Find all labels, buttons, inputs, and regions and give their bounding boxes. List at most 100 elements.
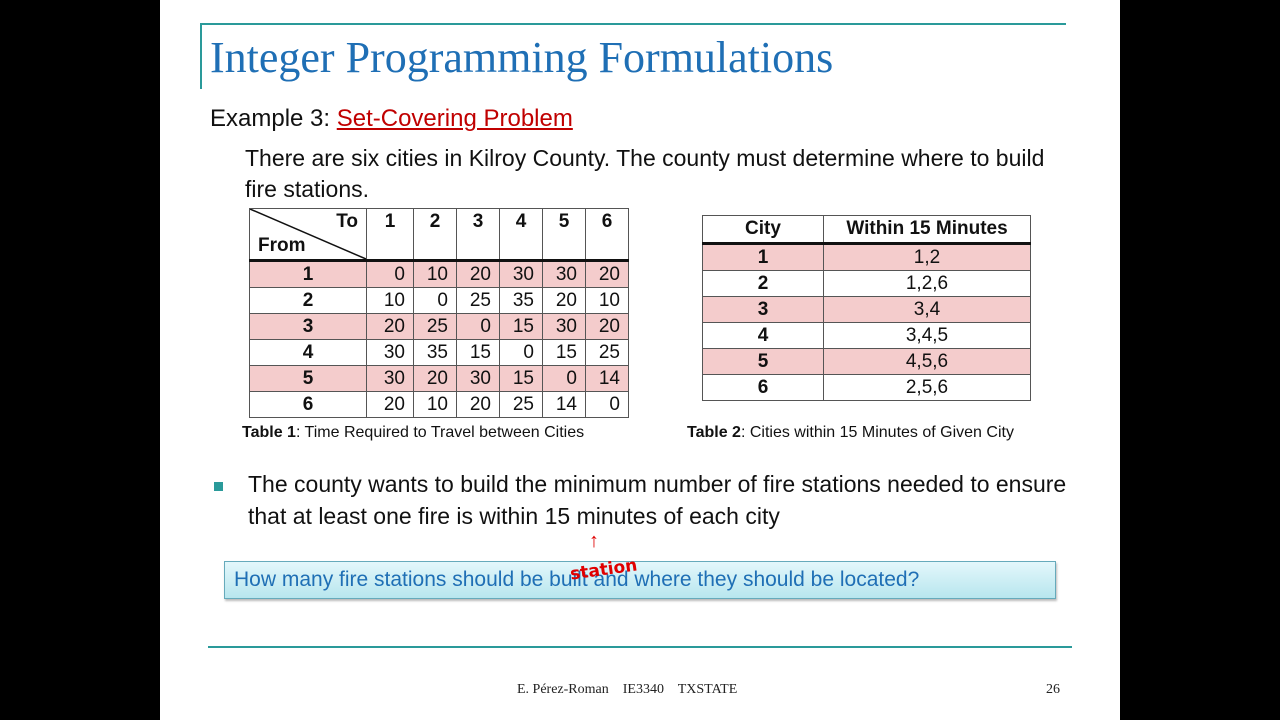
table-cell: 0: [585, 391, 629, 418]
question-text: How many fire stations should be built a…: [234, 568, 920, 591]
row-header: 6: [249, 391, 367, 418]
table-cell: 25: [499, 391, 543, 418]
table-cell: 10: [585, 287, 629, 314]
column-header: 3: [456, 208, 500, 262]
table-cell: 0: [499, 339, 543, 366]
title-frame: [200, 23, 1066, 89]
column-header: 2: [413, 208, 457, 262]
table-row: 4 30 35 15 0 15 25: [249, 339, 629, 366]
table-cell: 20: [456, 391, 500, 418]
column-header: 1: [366, 208, 414, 262]
table-cell: 30: [542, 313, 586, 340]
footer-text: E. Pérez-Roman IE3340 TXSTATE: [517, 682, 738, 697]
corner-cell: To From: [249, 208, 367, 262]
table1-caption: Table 1: Time Required to Travel between…: [242, 424, 584, 442]
table-cell: 30: [456, 365, 500, 392]
bullet-text: The county wants to build the minimum nu…: [248, 471, 1067, 529]
row-header: 2: [249, 287, 367, 314]
table2-caption-label: Table 2: [687, 424, 741, 441]
table-header-row: To From 1 2 3 4 5 6: [249, 208, 629, 262]
example-prefix: Example 3:: [210, 105, 337, 132]
set-covering-link[interactable]: Set-Covering Problem: [336, 105, 573, 132]
page-number: 26: [1046, 682, 1060, 697]
bullet-square-icon: [214, 482, 223, 491]
to-label: To: [336, 211, 358, 232]
table-cell: 15: [499, 365, 543, 392]
column-header-city: City: [702, 215, 824, 245]
within-cell: 3,4,5: [823, 322, 1031, 349]
city-cell: 6: [702, 374, 824, 401]
table-cell: 30: [366, 365, 414, 392]
table1-caption-text: : Time Required to Travel between Cities: [295, 424, 585, 441]
row-header: 1: [249, 260, 367, 288]
table-cell: 0: [413, 287, 457, 314]
footer-divider: [208, 646, 1072, 648]
table-row: 3 20 25 0 15 30 20: [249, 313, 629, 340]
example-heading: Example 3: Set-Covering Problem: [210, 105, 573, 133]
column-header: 6: [585, 208, 629, 262]
table-cell: 20: [366, 391, 414, 418]
table-row: 1 0 10 20 30 30 20: [249, 260, 629, 288]
travel-time-table: To From 1 2 3 4 5 6 1 0 10 20 30 30 20 2…: [249, 208, 629, 418]
within-cell: 4,5,6: [823, 348, 1031, 375]
table2-caption-text: : Cities within 15 Minutes of Given City: [740, 424, 1014, 441]
row-header: 3: [249, 313, 367, 340]
table-header-row: City Within 15 Minutes: [702, 215, 1031, 245]
table-cell: 20: [585, 313, 629, 340]
diagonal-line-icon: [250, 209, 366, 259]
table-cell: 25: [456, 287, 500, 314]
table-row: 2 10 0 25 35 20 10: [249, 287, 629, 314]
column-header: 5: [542, 208, 586, 262]
city-cell: 2: [702, 270, 824, 297]
question-box: How many fire stations should be built a…: [224, 561, 1056, 599]
table-cell: 35: [499, 287, 543, 314]
city-cell: 4: [702, 322, 824, 349]
city-cell: 3: [702, 296, 824, 323]
within-cell: 3,4: [823, 296, 1031, 323]
table-cell: 20: [542, 287, 586, 314]
table-cell: 30: [499, 260, 543, 288]
table-cell: 20: [585, 260, 629, 288]
table-cell: 0: [456, 313, 500, 340]
table-row: 6 20 10 20 25 14 0: [249, 391, 629, 418]
table-cell: 30: [542, 260, 586, 288]
table-cell: 0: [366, 260, 414, 288]
table2-caption: Table 2: Cities within 15 Minutes of Giv…: [687, 424, 1014, 442]
table-cell: 20: [366, 313, 414, 340]
table-cell: 10: [366, 287, 414, 314]
table-cell: 15: [456, 339, 500, 366]
table-cell: 30: [366, 339, 414, 366]
table-cell: 15: [499, 313, 543, 340]
coverage-table: City Within 15 Minutes 1 1,2 2 1,2,6 3 3…: [702, 215, 1031, 401]
annotation-arrow-icon: ↑: [589, 530, 599, 552]
table-cell: 20: [456, 260, 500, 288]
table-cell: 10: [413, 391, 457, 418]
table-cell: 0: [542, 365, 586, 392]
table-cell: 14: [585, 365, 629, 392]
table-cell: 20: [413, 365, 457, 392]
slide-title: Integer Programming Formulations: [210, 33, 834, 82]
slide: Integer Programming Formulations Example…: [160, 0, 1120, 720]
table-row: 6 2,5,6: [702, 374, 1031, 401]
table-cell: 10: [413, 260, 457, 288]
within-cell: 1,2: [823, 243, 1031, 271]
table-cell: 35: [413, 339, 457, 366]
table-row: 1 1,2: [702, 243, 1031, 271]
row-header: 4: [249, 339, 367, 366]
table-cell: 15: [542, 339, 586, 366]
column-header: 4: [499, 208, 543, 262]
column-header-within: Within 15 Minutes: [823, 215, 1031, 245]
table-row: 3 3,4: [702, 296, 1031, 323]
city-cell: 1: [702, 243, 824, 271]
table-row: 5 30 20 30 15 0 14: [249, 365, 629, 392]
table-row: 5 4,5,6: [702, 348, 1031, 375]
row-header: 5: [249, 365, 367, 392]
table-cell: 25: [585, 339, 629, 366]
table-row: 2 1,2,6: [702, 270, 1031, 297]
within-cell: 1,2,6: [823, 270, 1031, 297]
table1-caption-label: Table 1: [242, 424, 296, 441]
intro-text: There are six cities in Kilroy County. T…: [245, 145, 1045, 202]
table-cell: 25: [413, 313, 457, 340]
within-cell: 2,5,6: [823, 374, 1031, 401]
from-label: From: [258, 235, 306, 256]
